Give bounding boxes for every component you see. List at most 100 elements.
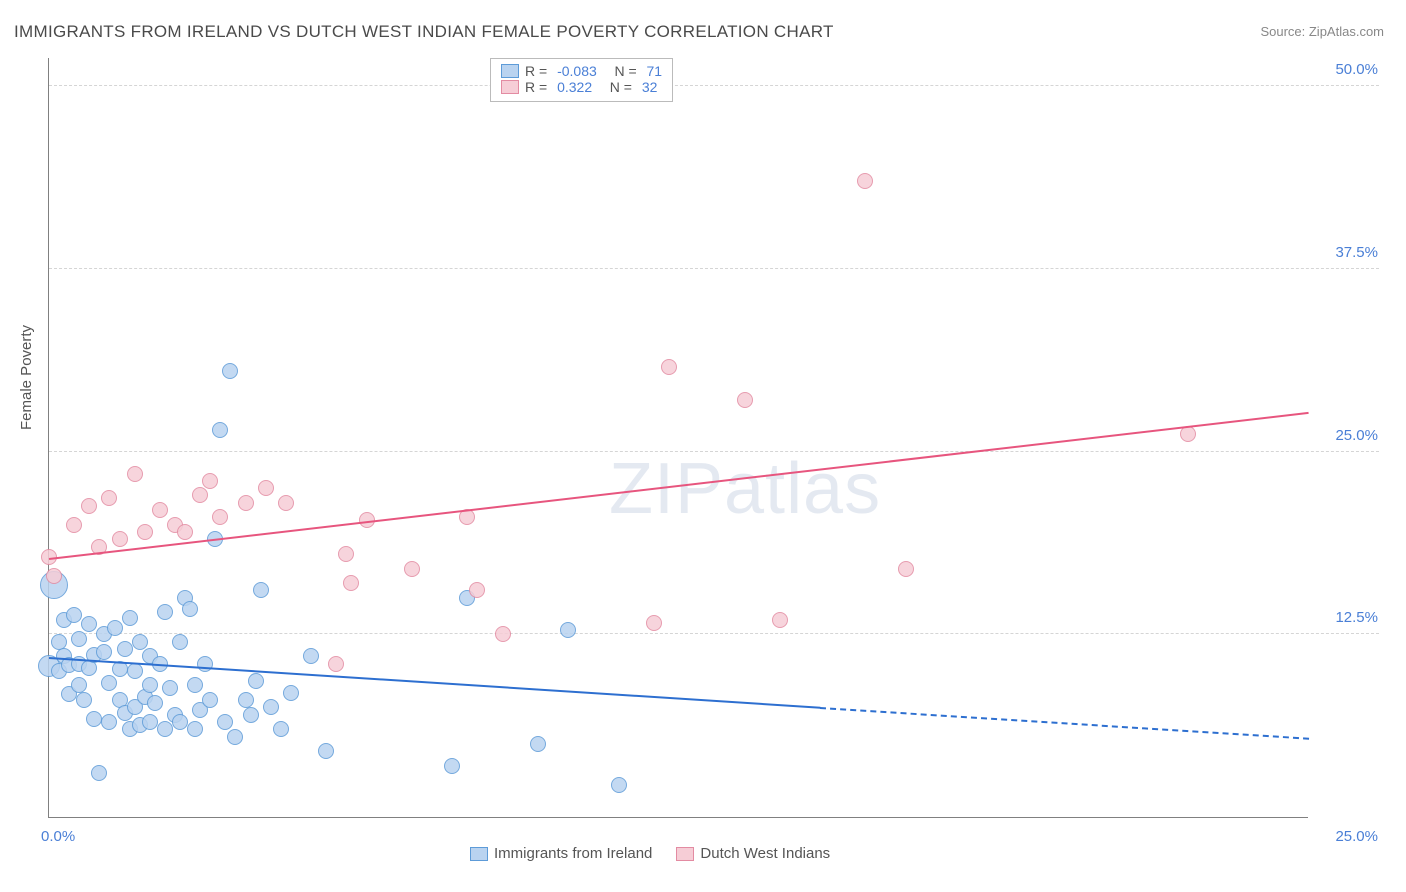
series1-point xyxy=(96,644,112,660)
series1-point xyxy=(71,677,87,693)
y-axis-label: Female Poverty xyxy=(18,325,35,430)
gridline xyxy=(49,633,1379,634)
y-tick-label: 37.5% xyxy=(1335,244,1378,261)
series1-point xyxy=(142,677,158,693)
series1-r-value: -0.083 xyxy=(557,63,597,79)
series2-point xyxy=(495,626,511,642)
series1-point xyxy=(172,634,188,650)
series1-point xyxy=(248,673,264,689)
series2-point xyxy=(328,656,344,672)
series1-point xyxy=(444,758,460,774)
chart-title: IMMIGRANTS FROM IRELAND VS DUTCH WEST IN… xyxy=(14,22,834,42)
series2-point xyxy=(202,473,218,489)
series1-point xyxy=(51,634,67,650)
series1-point xyxy=(263,699,279,715)
series1-point xyxy=(253,582,269,598)
y-tick-label: 12.5% xyxy=(1335,609,1378,626)
x-tick-label: 0.0% xyxy=(41,828,75,845)
series2-point xyxy=(152,502,168,518)
legend-item: Immigrants from Ireland xyxy=(470,845,652,862)
gridline xyxy=(49,268,1379,269)
series1-point xyxy=(222,363,238,379)
series2-point xyxy=(258,480,274,496)
y-tick-label: 25.0% xyxy=(1335,427,1378,444)
series1-point xyxy=(86,711,102,727)
series1-point xyxy=(227,729,243,745)
series2-point xyxy=(343,575,359,591)
scatter-chart: ZIPatlas 12.5%25.0%37.5%50.0%0.0%25.0% xyxy=(48,58,1308,818)
series1-point xyxy=(172,714,188,730)
legend-item: Dutch West Indians xyxy=(676,845,830,862)
series1-point xyxy=(187,677,203,693)
label-r: R = xyxy=(525,63,551,79)
series1-swatch xyxy=(470,847,488,861)
series1-point xyxy=(122,610,138,626)
series1-point xyxy=(162,680,178,696)
series2-point xyxy=(661,359,677,375)
series2-point xyxy=(137,524,153,540)
series1-point xyxy=(107,620,123,636)
series1-point xyxy=(142,714,158,730)
series1-point xyxy=(283,685,299,701)
series2-point xyxy=(112,531,128,547)
series1-point xyxy=(81,616,97,632)
series1-point xyxy=(71,631,87,647)
series1-point xyxy=(202,692,218,708)
series2-point xyxy=(46,568,62,584)
series1-point xyxy=(157,721,173,737)
series2-point xyxy=(404,561,420,577)
series1-point xyxy=(243,707,259,723)
series1-point xyxy=(66,607,82,623)
gridline xyxy=(49,451,1379,452)
series1-point xyxy=(157,604,173,620)
series2-point xyxy=(238,495,254,511)
series2-r-value: 0.322 xyxy=(557,79,592,95)
series1-point xyxy=(132,634,148,650)
stats-legend: R = -0.083 N = 71 R = 0.322 N = 32 xyxy=(490,58,673,102)
series1-point xyxy=(76,692,92,708)
series1-label: Immigrants from Ireland xyxy=(494,845,652,862)
label-r: R = xyxy=(525,79,551,95)
series2-point xyxy=(81,498,97,514)
series1-point xyxy=(101,675,117,691)
series2-n-value: 32 xyxy=(642,79,658,95)
series1-point xyxy=(91,765,107,781)
series1-point xyxy=(182,601,198,617)
series2-label: Dutch West Indians xyxy=(700,845,830,862)
series1-point xyxy=(117,641,133,657)
series2-point xyxy=(469,582,485,598)
series2-point xyxy=(857,173,873,189)
trendline xyxy=(49,412,1309,560)
series2-point xyxy=(66,517,82,533)
series1-point xyxy=(238,692,254,708)
series1-n-value: 71 xyxy=(647,63,663,79)
series2-point xyxy=(898,561,914,577)
series2-point xyxy=(772,612,788,628)
series1-point xyxy=(147,695,163,711)
stats-legend-row: R = 0.322 N = 32 xyxy=(501,79,662,95)
series2-swatch xyxy=(501,80,519,94)
source-credit: Source: ZipAtlas.com xyxy=(1260,24,1384,39)
label-n: N = xyxy=(603,63,641,79)
series2-point xyxy=(212,509,228,525)
series2-point xyxy=(101,490,117,506)
stats-legend-row: R = -0.083 N = 71 xyxy=(501,63,662,79)
series2-point xyxy=(278,495,294,511)
watermark-light: atlas xyxy=(724,449,881,529)
trendline xyxy=(820,707,1309,740)
x-tick-label: 25.0% xyxy=(1335,828,1378,845)
series2-point xyxy=(338,546,354,562)
series1-point xyxy=(530,736,546,752)
series2-point xyxy=(177,524,193,540)
series1-swatch xyxy=(501,64,519,78)
y-tick-label: 50.0% xyxy=(1335,61,1378,78)
series1-point xyxy=(212,422,228,438)
series1-point xyxy=(318,743,334,759)
series1-point xyxy=(303,648,319,664)
series2-swatch xyxy=(676,847,694,861)
series1-point xyxy=(187,721,203,737)
series2-point xyxy=(127,466,143,482)
series2-point xyxy=(737,392,753,408)
series1-point xyxy=(101,714,117,730)
gridline xyxy=(49,85,1379,86)
